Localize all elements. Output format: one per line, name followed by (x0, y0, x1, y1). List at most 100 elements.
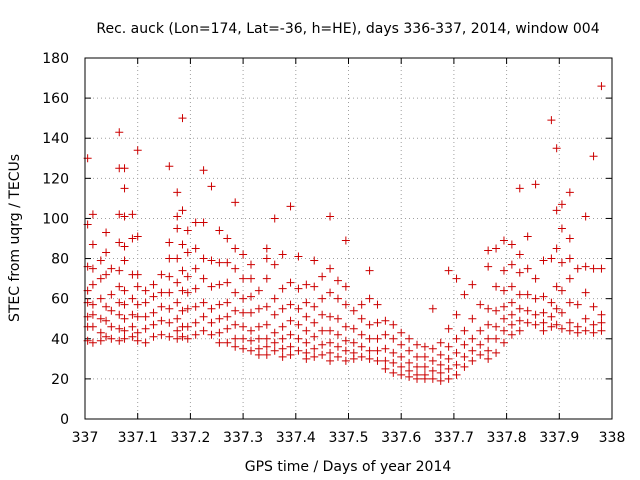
data-point (199, 312, 208, 321)
data-point (597, 326, 606, 335)
data-point (183, 272, 192, 281)
data-point (581, 262, 590, 271)
data-point (183, 226, 192, 235)
data-point (565, 234, 574, 243)
data-point (199, 218, 208, 227)
data-point (247, 308, 256, 317)
data-point (115, 336, 124, 345)
data-point (120, 164, 129, 173)
x-tick-label: 337.5 (328, 430, 368, 446)
x-tick-label: 337.6 (381, 430, 421, 446)
y-tick-label: 120 (42, 171, 69, 187)
data-point (589, 302, 598, 311)
data-point (88, 210, 97, 219)
x-axis-label: GPS time / Days of year 2014 (245, 459, 452, 475)
data-point (262, 350, 271, 359)
data-point (207, 318, 216, 327)
data-point (357, 342, 366, 351)
data-point (523, 232, 532, 241)
data-point (581, 314, 590, 323)
data-point (597, 264, 606, 273)
y-tick-label: 40 (51, 332, 69, 348)
data-point (581, 326, 590, 335)
data-point (565, 298, 574, 307)
data-point (223, 234, 232, 243)
data-point (120, 334, 129, 343)
data-point (484, 304, 493, 313)
data-point (141, 298, 150, 307)
data-point (278, 250, 287, 259)
data-point (254, 286, 263, 295)
data-point (552, 144, 561, 153)
data-point (460, 290, 469, 299)
data-point (199, 166, 208, 175)
data-point (254, 350, 263, 359)
data-point (468, 346, 477, 355)
data-point (547, 312, 556, 321)
data-point (573, 300, 582, 309)
x-tick-label: 338 (599, 430, 626, 446)
data-point (507, 320, 516, 329)
data-point (165, 254, 174, 263)
data-point (223, 278, 232, 287)
data-point (191, 302, 200, 311)
data-point (557, 200, 566, 209)
data-point (492, 282, 501, 291)
data-point (231, 334, 240, 343)
data-point (381, 330, 390, 339)
data-point (173, 314, 182, 323)
data-point (365, 346, 374, 355)
data-point (278, 334, 287, 343)
data-point (428, 374, 437, 383)
data-point (333, 342, 342, 351)
data-point (523, 318, 532, 327)
data-point (357, 330, 366, 339)
data-point (552, 320, 561, 329)
data-point (547, 298, 556, 307)
data-point (507, 260, 516, 269)
data-point (183, 288, 192, 297)
data-point (515, 290, 524, 299)
data-point (96, 256, 105, 265)
data-point (436, 350, 445, 359)
data-point (215, 280, 224, 289)
plot-frame (84, 57, 613, 420)
data-point (557, 286, 566, 295)
data-point (326, 312, 335, 321)
data-point (389, 358, 398, 367)
data-point (191, 264, 200, 273)
data-point (88, 310, 97, 319)
data-point (333, 276, 342, 285)
data-point (397, 340, 406, 349)
data-point (239, 322, 248, 331)
data-point (507, 282, 516, 291)
data-point (173, 254, 182, 263)
data-point (173, 188, 182, 197)
data-point (581, 288, 590, 297)
data-point (413, 352, 422, 361)
data-point (357, 300, 366, 309)
data-point (499, 286, 508, 295)
data-point (199, 326, 208, 335)
data-point (133, 336, 142, 345)
data-point (531, 310, 540, 319)
data-point (262, 254, 271, 263)
data-point (115, 298, 124, 307)
data-point (460, 362, 469, 371)
data-point (499, 326, 508, 335)
y-tick-label: 100 (42, 211, 69, 227)
data-point (157, 270, 166, 279)
y-axis-label: STEC from uqrg / TECUs (7, 154, 23, 322)
x-tick-label: 337.8 (487, 430, 527, 446)
data-point (115, 238, 124, 247)
data-point (278, 322, 287, 331)
data-point (215, 314, 224, 323)
data-point (428, 356, 437, 365)
data-point (294, 334, 303, 343)
data-point (310, 318, 319, 327)
data-point (499, 266, 508, 275)
data-point (215, 226, 224, 235)
data-point (552, 282, 561, 291)
x-tick-label: 337 (72, 430, 99, 446)
data-point (102, 316, 111, 325)
